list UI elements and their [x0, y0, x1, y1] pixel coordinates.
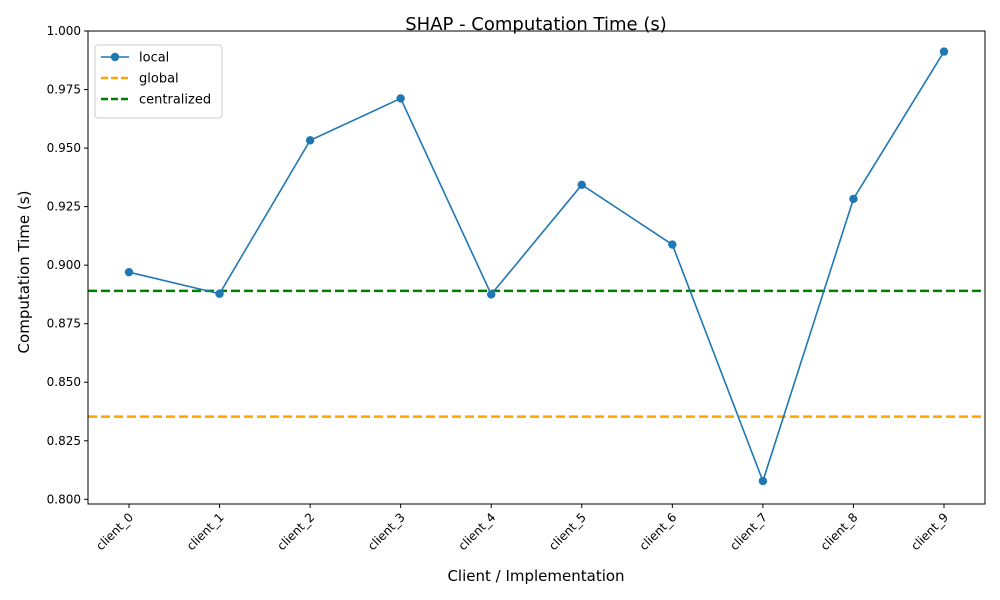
x-axis-label: Client / Implementation: [447, 567, 624, 585]
data-point-client_1: [215, 289, 224, 298]
data-point-client_9: [939, 47, 949, 56]
x-tick-label: client_0: [93, 510, 136, 553]
x-tick-label: client_3: [365, 510, 408, 553]
data-point-client_5: [577, 180, 586, 190]
legend-label-centralized: centralized: [139, 93, 211, 108]
y-tick-label: 0.825: [47, 434, 81, 448]
x-tick-label: client_2: [274, 510, 317, 553]
x-tick-label: client_1: [184, 510, 227, 553]
y-axis-label: Computation Time (s): [15, 191, 33, 354]
y-tick-label: 0.925: [47, 200, 81, 214]
y-tick-label: 0.850: [47, 375, 81, 389]
y-tick-label: 0.950: [47, 141, 81, 155]
legend-label-global: global: [139, 72, 179, 87]
data-point-client_8: [849, 194, 858, 204]
data-point-client_7: [758, 476, 768, 486]
data-point-client_6: [668, 240, 677, 249]
x-tick-label: client_8: [818, 510, 861, 553]
series-line-local: [128, 51, 945, 484]
data-point-client_0: [124, 267, 134, 277]
x-tick-label: client_6: [637, 510, 680, 553]
x-tick-label: client_9: [908, 510, 951, 553]
data-point-client_2: [305, 136, 315, 145]
y-tick-label: 0.975: [47, 83, 81, 97]
chart-title: SHAP - Computation Time (s): [405, 14, 667, 35]
data-point-client_3: [396, 94, 405, 103]
legend-marker-local: [110, 52, 120, 62]
axes-frame: [87, 30, 986, 505]
x-tick-label: client_5: [546, 510, 589, 553]
y-tick-label: 0.875: [47, 317, 81, 331]
x-tick-label: client_7: [727, 510, 770, 553]
legend-label-local: local: [139, 51, 169, 66]
legend: local global centralized: [94, 44, 223, 119]
x-tick-label: client_4: [455, 510, 498, 553]
y-tick-label: 0.800: [47, 492, 81, 506]
data-point-client_4: [487, 290, 496, 299]
y-tick-label: 1.000: [47, 24, 81, 38]
y-tick-label: 0.900: [47, 258, 81, 272]
